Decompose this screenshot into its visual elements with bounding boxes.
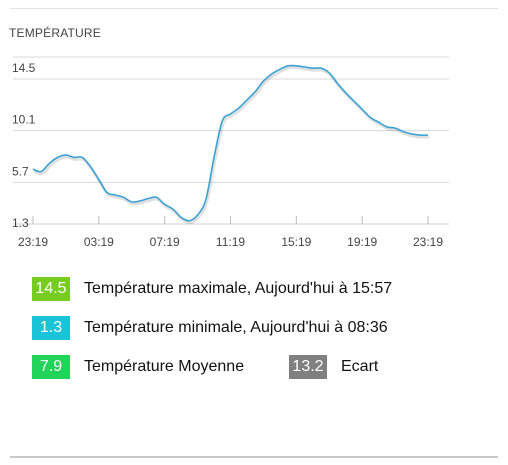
x-tick-label: 07:19 — [150, 235, 180, 249]
y-tick-label: 10.1 — [12, 113, 36, 127]
y-tick-label: 14.5 — [12, 61, 36, 75]
min-label: Température minimale, Aujourd'hui à 08:3… — [84, 319, 388, 336]
y-tick-label: 5.7 — [12, 164, 29, 178]
x-tick-label: 15:19 — [281, 235, 311, 249]
temperature-series-line — [32, 64, 429, 222]
min-badge: 1.3 — [32, 316, 70, 340]
temperature-chart: 1.3 5.7 10.1 14.5 23:19 03:19 07:19 11:19 15:19 1… — [12, 56, 449, 249]
legend-avg-row: 7.9 Température Moyenne — [32, 355, 244, 379]
x-tick-label: 19:19 — [347, 235, 377, 249]
max-badge: 14.5 — [32, 277, 70, 301]
ecart-label: Ecart — [341, 358, 379, 375]
chart-title: TEMPÉRATURE — [9, 26, 101, 40]
avg-label: Température Moyenne — [84, 358, 245, 375]
avg-badge: 7.9 — [32, 355, 70, 379]
x-tick-label: 23:19 — [18, 235, 48, 249]
y-tick-label: 1.3 — [12, 216, 29, 230]
max-label: Température maximale, Aujourd'hui à 15:5… — [84, 280, 393, 297]
ecart-badge: 13.2 — [289, 355, 327, 379]
x-tick-label: 23:19 — [413, 235, 443, 249]
x-tick-label: 11:19 — [216, 235, 245, 249]
series-line-shadow — [33, 65, 430, 225]
x-tick-label: 03:19 — [84, 235, 114, 249]
top-divider — [10, 8, 498, 9]
bottom-divider — [10, 456, 498, 458]
legend-max-row: 14.5 Température maximale, Aujourd'hui à… — [32, 277, 392, 301]
legend-ecart-row: 13.2 Ecart — [289, 355, 378, 379]
legend-min-row: 1.3 Température minimale, Aujourd'hui à … — [32, 316, 388, 340]
